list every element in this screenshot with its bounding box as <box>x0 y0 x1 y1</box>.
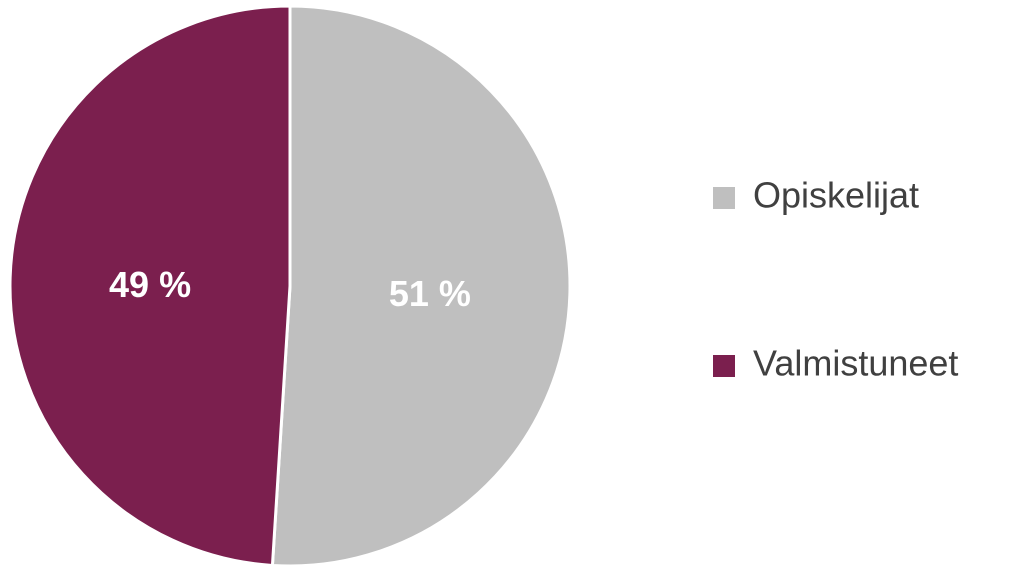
legend-swatch <box>713 187 735 209</box>
pie-slice <box>270 4 572 566</box>
data-label: 51 % <box>389 273 471 314</box>
legend-label: Valmistuneet <box>753 343 958 384</box>
pie-slice <box>8 4 292 566</box>
data-label: 49 % <box>109 264 191 305</box>
legend-label: Opiskelijat <box>753 175 919 216</box>
legend-swatch <box>713 355 735 377</box>
